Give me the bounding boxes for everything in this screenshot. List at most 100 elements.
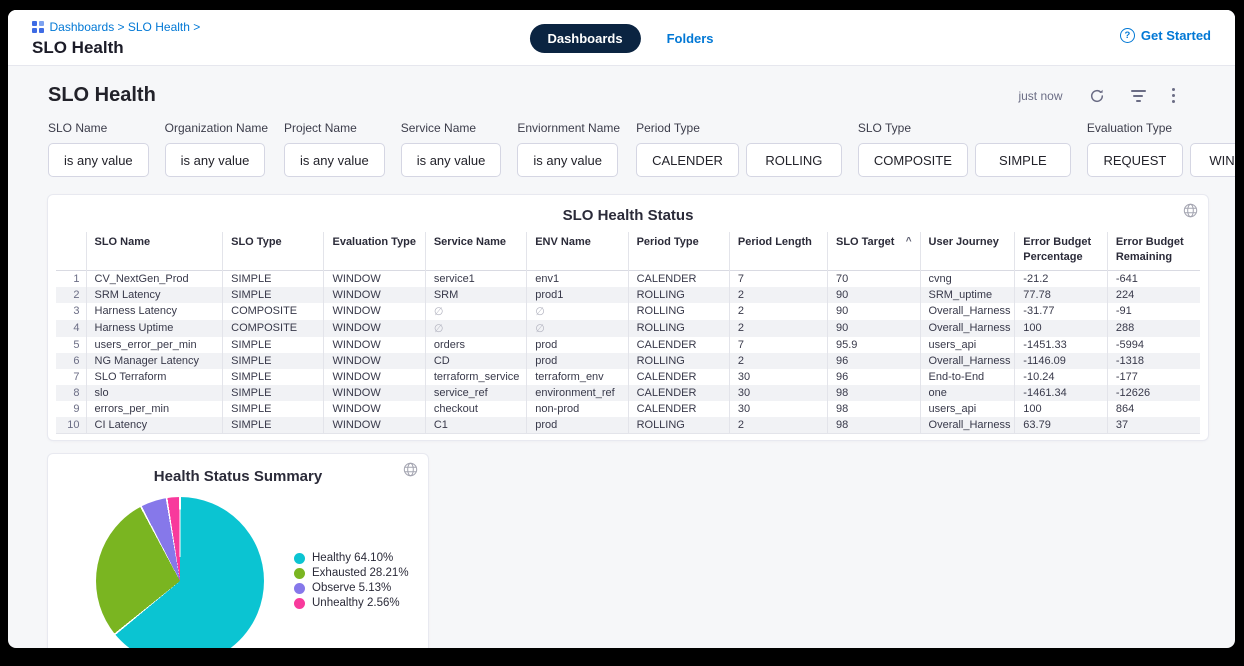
filter-toggle-button[interactable]: COMPOSITE xyxy=(857,143,968,177)
table-cell: SIMPLE xyxy=(222,400,324,417)
filter-toggle-button[interactable]: WINDOW xyxy=(1189,143,1235,177)
dashboard-content: SLO Health just now SLO Name is any value… xyxy=(8,66,1235,648)
legend-label: Observe 5.13% xyxy=(312,582,392,595)
table-row: 4 Harness Uptime COMPOSITE WINDOW ∅ ∅ ROLLING 2… xyxy=(56,319,1200,337)
refresh-icon[interactable] xyxy=(1089,88,1105,104)
filter-label: Service Name xyxy=(400,121,477,135)
table-row: 6 NG Manager Latency SIMPLE WINDOW CD prod ROL… xyxy=(56,352,1200,369)
slo-health-status-card: SLO Health Status SLO Name SLO Type Evalua… xyxy=(48,195,1208,440)
table-row: 10 CI Latency SIMPLE WINDOW C1 prod ROLLING 2 98… xyxy=(56,416,1200,434)
view-switcher: Dashboards Folders xyxy=(529,24,714,53)
column-header[interactable]: Period Length xyxy=(728,232,828,271)
globe-icon[interactable] xyxy=(1183,203,1198,221)
get-started-link[interactable]: ? Get Started xyxy=(1119,28,1211,43)
kebab-menu-icon[interactable] xyxy=(1171,87,1175,104)
table-cell: 2 xyxy=(728,352,828,369)
filter-controls: is any value xyxy=(48,143,149,177)
column-header[interactable]: ENV Name xyxy=(526,232,629,271)
filter-dropdown[interactable]: is any value xyxy=(517,143,619,177)
filter-icon[interactable] xyxy=(1130,89,1146,102)
table-cell: 37 xyxy=(1106,416,1200,434)
table-cell: prod xyxy=(526,352,629,369)
table-cell: 98 xyxy=(826,384,921,401)
filter-toggle-button[interactable]: REQUEST xyxy=(1086,143,1183,177)
table-cell: prod xyxy=(526,416,629,434)
filter-label: Evaluation Type xyxy=(1086,121,1173,135)
table-cell: SRM xyxy=(424,286,527,303)
filter-group: SLO Type COMPOSITE SIMPLE xyxy=(857,121,1071,177)
table-cell: WINDOW xyxy=(323,286,426,303)
filter-group: Organization Name is any value xyxy=(164,121,268,177)
table-cell: service_ref xyxy=(424,384,527,401)
legend-item[interactable]: Unhealthy 2.56% xyxy=(294,597,409,609)
table-cell: Overall_Harness xyxy=(919,319,1015,337)
table-cell: 2 xyxy=(728,416,828,434)
table-cell: Harness Uptime xyxy=(85,319,223,337)
column-header[interactable]: Period Type xyxy=(627,232,730,271)
table-cell: CALENDER xyxy=(627,368,730,385)
filter-group: Project Name is any value xyxy=(284,121,385,177)
table-cell: Overall_Harness xyxy=(919,352,1015,369)
table-cell: ∅ xyxy=(526,302,629,320)
filter-dropdown[interactable]: is any value xyxy=(284,143,385,177)
table-row: 2 SRM Latency SIMPLE WINDOW SRM prod1 ROLLING 2… xyxy=(56,286,1200,303)
breadcrumb[interactable]: Dashboards > SLO Health > xyxy=(32,18,1211,36)
tab-folders[interactable]: Folders xyxy=(666,31,714,46)
table-cell: 90 xyxy=(826,286,921,303)
column-header[interactable]: Evaluation Type xyxy=(323,232,426,271)
table-cell: users_api xyxy=(919,400,1015,417)
column-header[interactable]: SLO Target ^ xyxy=(826,232,921,271)
column-header[interactable]: Error Budget Percentage xyxy=(1014,232,1108,271)
table-cell: checkout xyxy=(424,400,527,417)
health-status-pie-chart[interactable] xyxy=(96,496,264,648)
table-cell: ∅ xyxy=(424,302,527,320)
filter-group: Service Name is any value xyxy=(400,121,502,177)
table-cell: -1451.33 xyxy=(1014,336,1108,353)
table-cell: 30 xyxy=(728,368,828,385)
legend-item[interactable]: Observe 5.13% xyxy=(294,582,409,594)
help-icon: ? xyxy=(1119,28,1135,43)
column-header[interactable]: SLO Name xyxy=(85,232,223,271)
table-cell: COMPOSITE xyxy=(222,319,324,337)
column-header[interactable]: Service Name xyxy=(424,232,527,271)
table-cell: 2 xyxy=(728,319,828,337)
table-cell: users_error_per_min xyxy=(85,336,223,353)
tab-dashboards[interactable]: Dashboards xyxy=(529,24,641,53)
breadcrumb-text[interactable]: Dashboards > SLO Health > xyxy=(49,20,201,34)
table-cell: WINDOW xyxy=(323,400,426,417)
table-cell: 70 xyxy=(826,270,921,287)
table-cell: prod1 xyxy=(526,286,629,303)
table-cell: 224 xyxy=(1106,286,1200,303)
filter-label: Period Type xyxy=(636,121,700,135)
table-cell: 7 xyxy=(728,336,828,353)
table-cell: 30 xyxy=(728,400,828,417)
filter-label: SLO Type xyxy=(857,121,912,135)
filter-toggle-button[interactable]: CALENDER xyxy=(636,143,739,177)
column-header[interactable]: User Journey xyxy=(919,232,1015,271)
filter-toggle-button[interactable]: ROLLING xyxy=(745,143,842,177)
table-cell: CI Latency xyxy=(85,416,223,434)
globe-icon[interactable] xyxy=(403,462,418,480)
legend-label: Unhealthy 2.56% xyxy=(312,597,400,610)
legend-item[interactable]: Healthy 64.10% xyxy=(294,552,409,564)
legend-item[interactable]: Exhausted 28.21% xyxy=(294,567,409,579)
table-cell: prod xyxy=(526,336,629,353)
table-cell: environment_ref xyxy=(526,384,629,401)
column-header[interactable]: SLO Type xyxy=(222,232,324,271)
column-header[interactable]: Error Budget Remaining xyxy=(1106,232,1200,271)
filter-bar: SLO Name is any value Organization Name is … xyxy=(48,121,1235,177)
filter-dropdown[interactable]: is any value xyxy=(400,143,502,177)
row-number: 8 xyxy=(73,386,80,399)
table-cell: one xyxy=(919,384,1015,401)
filter-dropdown[interactable]: is any value xyxy=(48,143,149,177)
row-number: 4 xyxy=(73,322,80,335)
table-cell: NG Manager Latency xyxy=(85,352,223,369)
table-row: 1 CV_NextGen_Prod SIMPLE WINDOW service1 env1… xyxy=(56,270,1200,287)
table-cell: CALENDER xyxy=(627,270,730,287)
legend-swatch-icon xyxy=(294,597,305,609)
filter-toggle-button[interactable]: SIMPLE xyxy=(974,143,1071,177)
filter-label: Enviornment Name xyxy=(517,121,621,135)
filter-dropdown[interactable]: is any value xyxy=(164,143,266,177)
filter-controls: is any value xyxy=(164,143,268,177)
